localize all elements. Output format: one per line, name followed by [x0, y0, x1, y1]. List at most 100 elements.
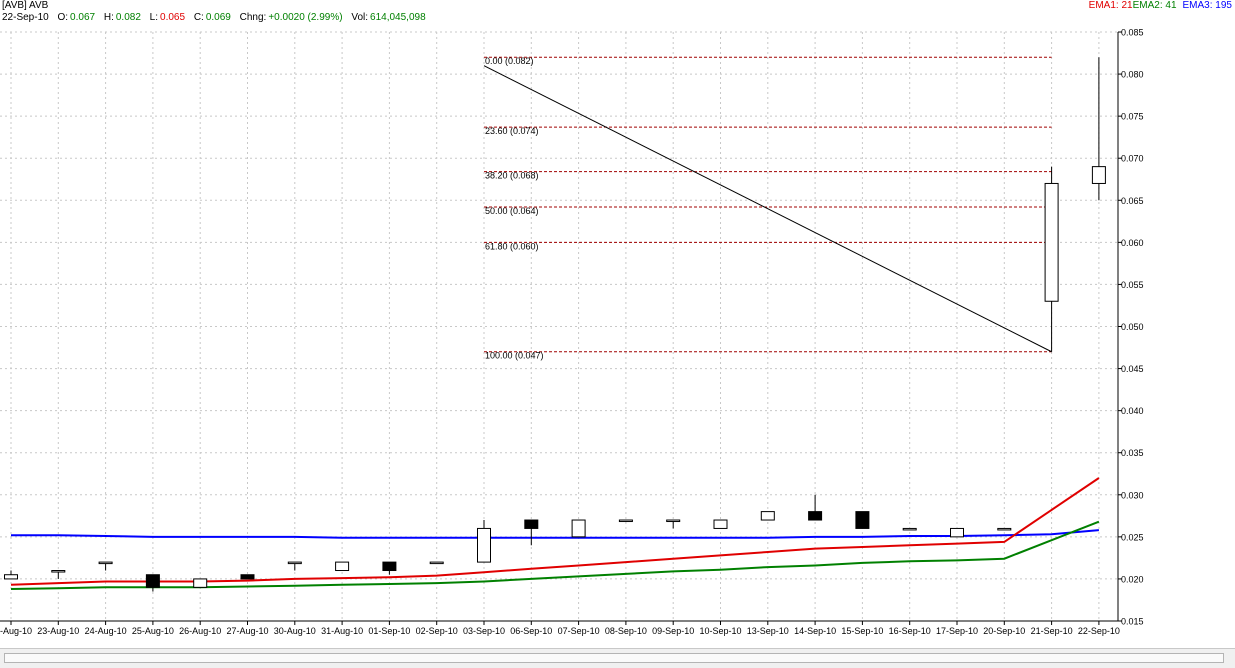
axes: 0.015 0.020 0.025 0.030 0.035 0.040 0.045 0.050… [0, 28, 1144, 636]
x-tick-label: 07-Sep-10 [558, 626, 600, 636]
y-tick-label: 0.035 [1121, 448, 1144, 458]
x-tick-label: 08-Sep-10 [605, 626, 647, 636]
close-label: C: [193, 12, 204, 23]
ema-legend: EMA1: 21EMA2: 41 EMA3: 195 [1089, 0, 1232, 11]
x-tick-label: 03-Sep-10 [463, 626, 505, 636]
y-tick-label: 0.015 [1121, 617, 1144, 627]
legend-ema1: EMA1: 21 [1088, 0, 1133, 11]
candle-body [808, 511, 823, 521]
y-tick-label: 0.055 [1121, 280, 1144, 290]
high-label: H: [103, 12, 114, 23]
candle-body [1091, 166, 1106, 184]
change-value: +0.0020 (2.99%) [268, 12, 343, 23]
date-label: 22-Sep-10 [2, 12, 49, 23]
candle-body [477, 527, 491, 563]
candle-body [524, 519, 539, 529]
scrollbar-thumb[interactable] [4, 653, 1224, 663]
x-tick-label: 31-Aug-10 [321, 626, 363, 636]
y-tick-label: 0.020 [1121, 574, 1144, 584]
fib-level-label: 100.00 (0.047) [485, 351, 544, 361]
fib-level-label: 50.00 (0.064) [485, 206, 539, 216]
volume-label: Vol: [351, 12, 369, 23]
candle-body [193, 578, 208, 588]
x-tick-label: 24-Aug-10 [85, 626, 127, 636]
candle-body [145, 574, 160, 588]
x-tick-label: 30-Aug-10 [274, 626, 316, 636]
symbol-title: [AVB] AVB [2, 0, 54, 11]
x-tick-label: 20-Aug-10 [0, 626, 32, 636]
fib-level-label: 61.80 (0.060) [485, 241, 539, 251]
x-tick-label: 01-Sep-10 [368, 626, 410, 636]
low-value: 0.065 [160, 12, 186, 23]
low-label: L: [149, 12, 159, 23]
candle-body [950, 527, 964, 538]
ohlc-readout: 22-Sep-10 O: 0.067 H: 0.082 L: 0.065 C: 0.06… [2, 12, 432, 23]
y-tick-label: 0.075 [1121, 112, 1144, 122]
candle-body [287, 561, 302, 565]
candle-body [429, 561, 444, 565]
candle-body [335, 561, 350, 572]
legend-ema3: EMA3: 195 [1182, 0, 1232, 11]
y-tick-label: 0.045 [1121, 364, 1144, 374]
y-tick-label: 0.025 [1121, 532, 1144, 542]
y-tick-label: 0.060 [1121, 238, 1144, 248]
horizontal-scrollbar[interactable] [0, 648, 1235, 668]
candle-body [98, 561, 113, 565]
y-tick-label: 0.040 [1121, 406, 1144, 416]
candle-body [382, 561, 397, 572]
candle-body [902, 527, 917, 531]
x-tick-label: 25-Aug-10 [132, 626, 174, 636]
fib-level-label: 23.60 (0.074) [485, 126, 539, 136]
fib-level-label: 0.00 (0.082) [485, 56, 534, 66]
ema2-line [10, 520, 1100, 590]
change-label: Chng: [239, 12, 267, 23]
ema-lines [10, 477, 1100, 590]
candles [4, 57, 1106, 592]
candle-body [240, 574, 255, 580]
x-tick-label: 17-Sep-10 [936, 626, 978, 636]
candle-body [571, 519, 586, 538]
y-tick-label: 0.065 [1121, 196, 1144, 206]
y-tick-label: 0.070 [1121, 154, 1144, 164]
candle-body [855, 511, 870, 529]
y-tick-label: 0.050 [1121, 322, 1144, 332]
candle-body [997, 527, 1012, 531]
x-tick-label: 06-Sep-10 [510, 626, 552, 636]
y-tick-label: 0.085 [1121, 28, 1144, 38]
x-tick-label: 13-Sep-10 [747, 626, 789, 636]
x-tick-label: 14-Sep-10 [794, 626, 836, 636]
x-tick-label: 10-Sep-10 [699, 626, 741, 636]
x-tick-label: 02-Sep-10 [416, 626, 458, 636]
x-tick-label: 22-Sep-10 [1078, 626, 1120, 636]
symbol-label: [AVB] AVB [2, 0, 49, 11]
candle-body [666, 519, 681, 523]
candle-body [713, 519, 728, 529]
candle-body [760, 511, 775, 521]
candle-body [4, 574, 18, 580]
legend-ema2: EMA2: 41 [1132, 0, 1177, 11]
x-tick-label: 09-Sep-10 [652, 626, 694, 636]
volume-value: 614,045,098 [370, 12, 426, 23]
fib-level-label: 38.20 (0.068) [485, 171, 539, 181]
candle-body [618, 519, 633, 523]
close-value: 0.069 [205, 12, 231, 23]
y-tick-label: 0.030 [1121, 490, 1144, 500]
price-chart: 0.00 (0.082) 23.60 (0.074) 38.20 (0.068) 50… [0, 28, 1144, 636]
fib-trend-line [483, 65, 1052, 353]
y-tick-label: 0.080 [1121, 70, 1144, 80]
x-tick-label: 23-Aug-10 [37, 626, 79, 636]
fibonacci-retracement: 0.00 (0.082) 23.60 (0.074) 38.20 (0.068) 50… [483, 56, 1052, 361]
candle-body [1044, 182, 1059, 302]
open-value: 0.067 [70, 12, 96, 23]
ema1-line [10, 477, 1100, 586]
candle-body [51, 570, 66, 573]
high-value: 0.082 [115, 12, 141, 23]
x-tick-label: 26-Aug-10 [179, 626, 221, 636]
x-tick-label: 27-Aug-10 [226, 626, 268, 636]
ema3-line [11, 529, 1099, 539]
x-tick-label: 21-Sep-10 [1031, 626, 1073, 636]
open-label: O: [57, 12, 69, 23]
x-tick-label: 20-Sep-10 [983, 626, 1025, 636]
x-tick-label: 16-Sep-10 [889, 626, 931, 636]
